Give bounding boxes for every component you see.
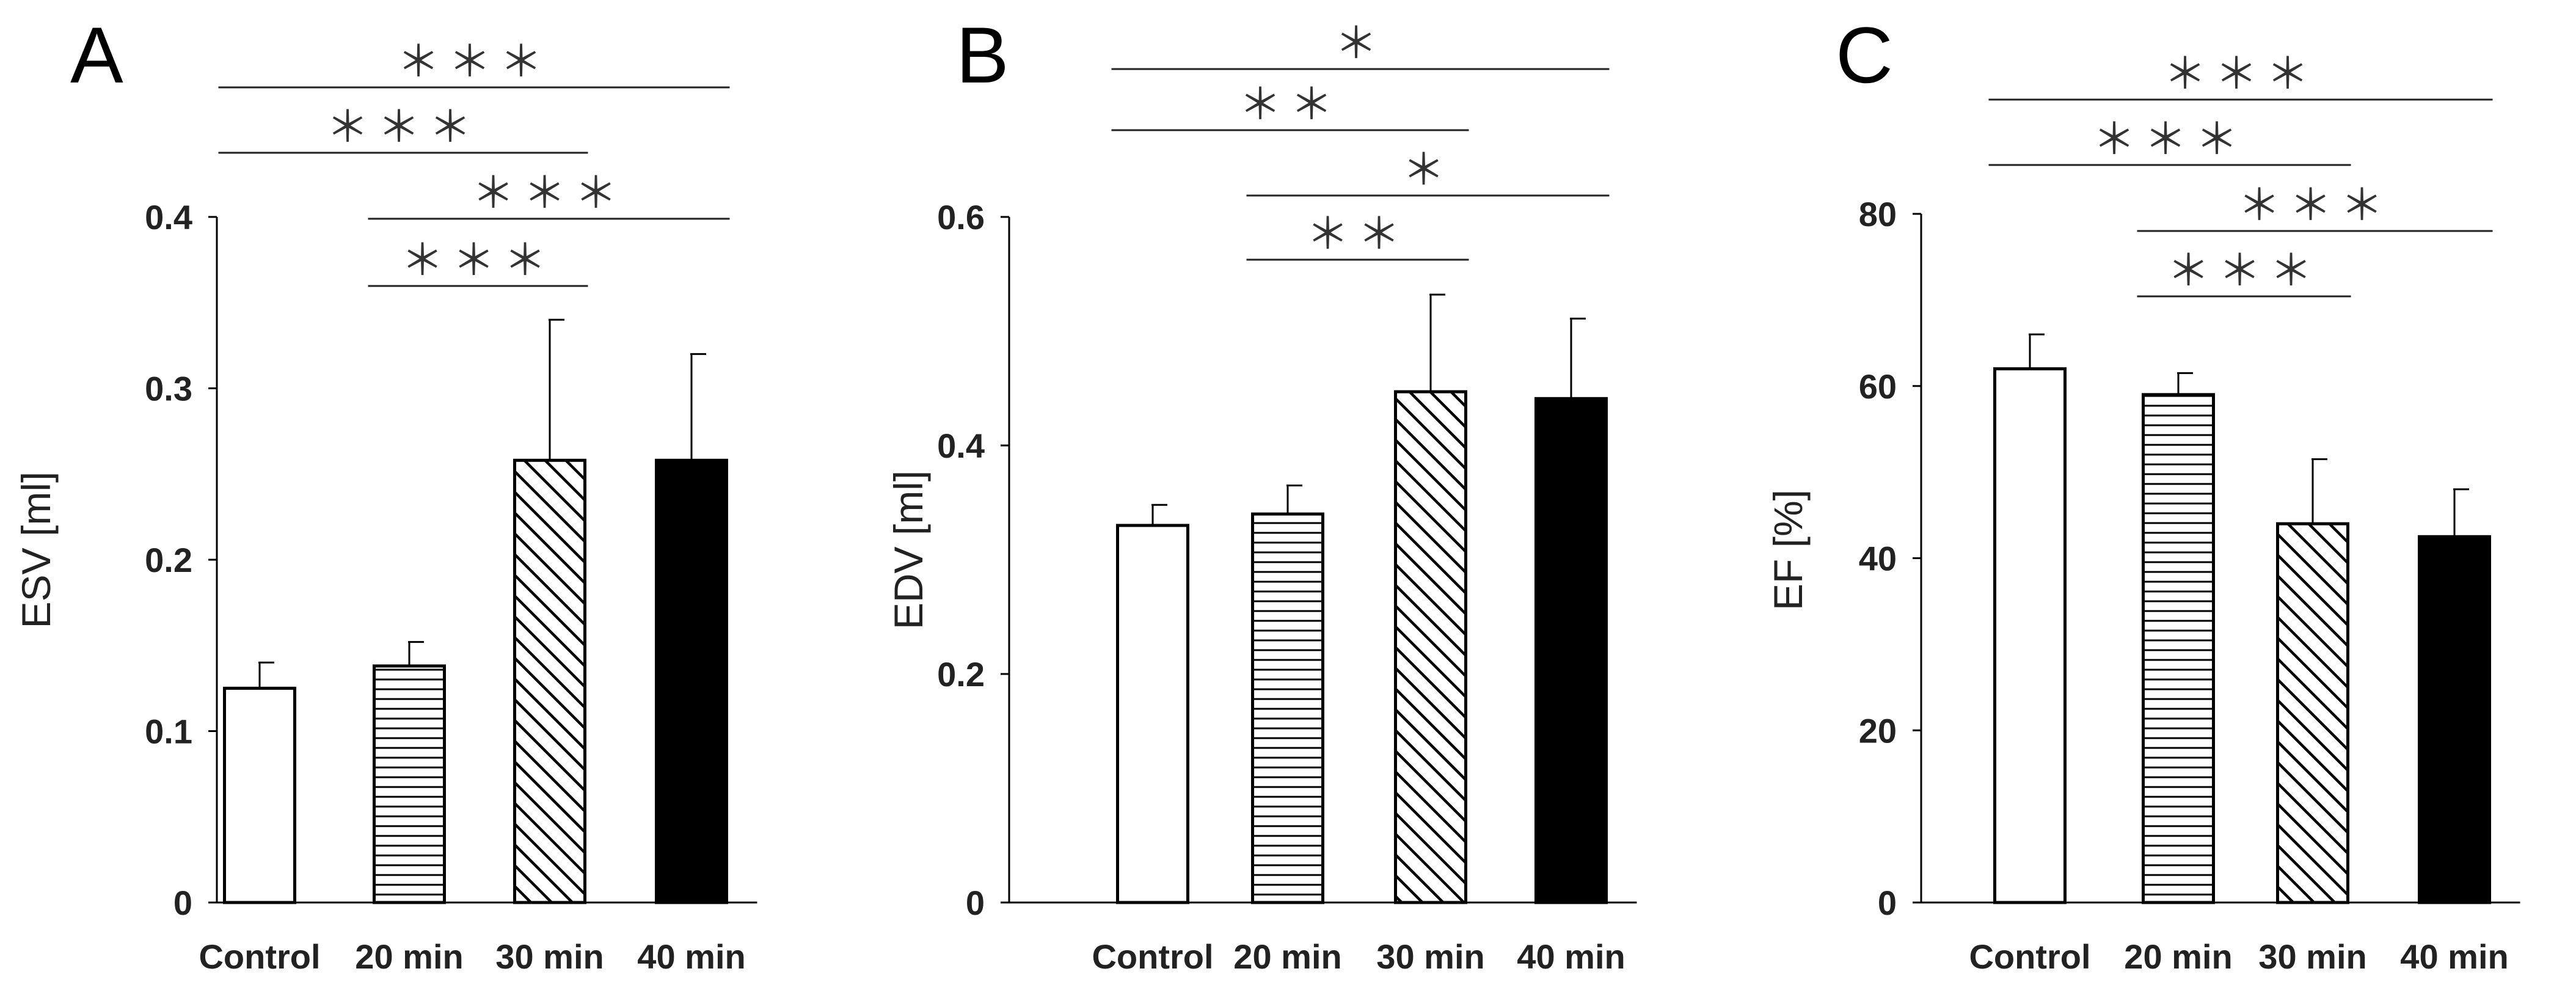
significance-label: ＊＊＊ [2093, 115, 2247, 163]
significance-label: ＊＊＊ [2164, 50, 2318, 98]
y-tick-label: 0.4 [937, 427, 985, 465]
bar [1394, 390, 1467, 904]
category-label: Control [1092, 937, 1213, 976]
significance-label: ＊＊＊ [397, 38, 551, 86]
category-label: 20 min [1233, 937, 1341, 976]
category-label: Control [1969, 937, 2090, 976]
panel-a: A ESV [ml] 0 0.1 0.2 0.3 0.4 Control 20 min 30 … [13, 10, 757, 976]
y-tick-label: 0.1 [145, 712, 192, 751]
panel-letter: C [1836, 10, 1893, 100]
bar [1534, 397, 1608, 904]
bar [655, 458, 728, 904]
category-label: 30 min [2258, 937, 2366, 976]
significance-label: ＊＊＊ [2238, 181, 2392, 229]
bar [373, 664, 446, 904]
panel-c: C EF [%] 0 20 40 60 80 Control 20 min 30 min 40 … [1765, 10, 2520, 976]
y-tick-label: 0.3 [145, 370, 192, 408]
panel-letter: A [70, 10, 123, 100]
y-axis-title: ESV [ml] [13, 472, 59, 629]
significance-label: ＊＊＊ [401, 236, 555, 284]
y-axis-title: EDV [ml] [886, 471, 931, 629]
significance-label: ＊＊ [1307, 210, 1409, 258]
y-tick-label: 0 [966, 884, 985, 922]
y-tick-label: 0 [173, 884, 192, 922]
y-tick-label: 0 [1878, 884, 1897, 922]
category-label: 40 min [637, 937, 745, 976]
bar [2276, 522, 2349, 904]
y-axis-title: EF [%] [1765, 489, 1811, 610]
significance-label: ＊＊＊ [326, 103, 480, 151]
y-tick-label: 20 [1859, 711, 1897, 750]
y-tick-label: 0.4 [145, 198, 192, 236]
y-tick-label: 0.6 [937, 198, 985, 236]
significance-label: ＊＊＊ [472, 169, 626, 217]
bar [2418, 535, 2491, 904]
bar [1116, 524, 1189, 904]
panel-letter: B [956, 10, 1009, 100]
bar [513, 458, 586, 904]
panel-b: B EDV [ml] 0 0.2 0.4 0.6 Control 20 min 30 min… [886, 10, 1637, 976]
y-tick-label: 0.2 [145, 541, 192, 579]
significance-label: ＊ [1403, 146, 1454, 194]
category-label: 40 min [2400, 937, 2508, 976]
significance-label: ＊＊＊ [2167, 247, 2321, 295]
category-label: 20 min [355, 937, 463, 976]
category-label: 40 min [1517, 937, 1625, 976]
y-tick-label: 0.2 [937, 655, 985, 694]
y-tick-label: 60 [1859, 367, 1897, 406]
bar [1251, 512, 1324, 904]
plot-area: 0 0.1 0.2 0.3 0.4 Control 20 min 30 min 40 min ＊＊… [145, 38, 757, 976]
bar [223, 686, 296, 904]
y-tick-label: 40 [1859, 540, 1897, 578]
significance-label: ＊＊ [1239, 81, 1341, 128]
category-label: 20 min [2124, 937, 2232, 976]
category-label: 30 min [495, 937, 604, 976]
bar [2142, 393, 2215, 904]
bar [1993, 367, 2067, 904]
y-tick-label: 80 [1859, 195, 1897, 233]
significance-label: ＊ [1335, 20, 1386, 67]
plot-area: 0 20 40 60 80 Control 20 min 30 min 40 min ＊＊＊ ＊＊＊… [1859, 50, 2520, 976]
category-label: 30 min [1376, 937, 1484, 976]
category-label: Control [199, 937, 320, 976]
